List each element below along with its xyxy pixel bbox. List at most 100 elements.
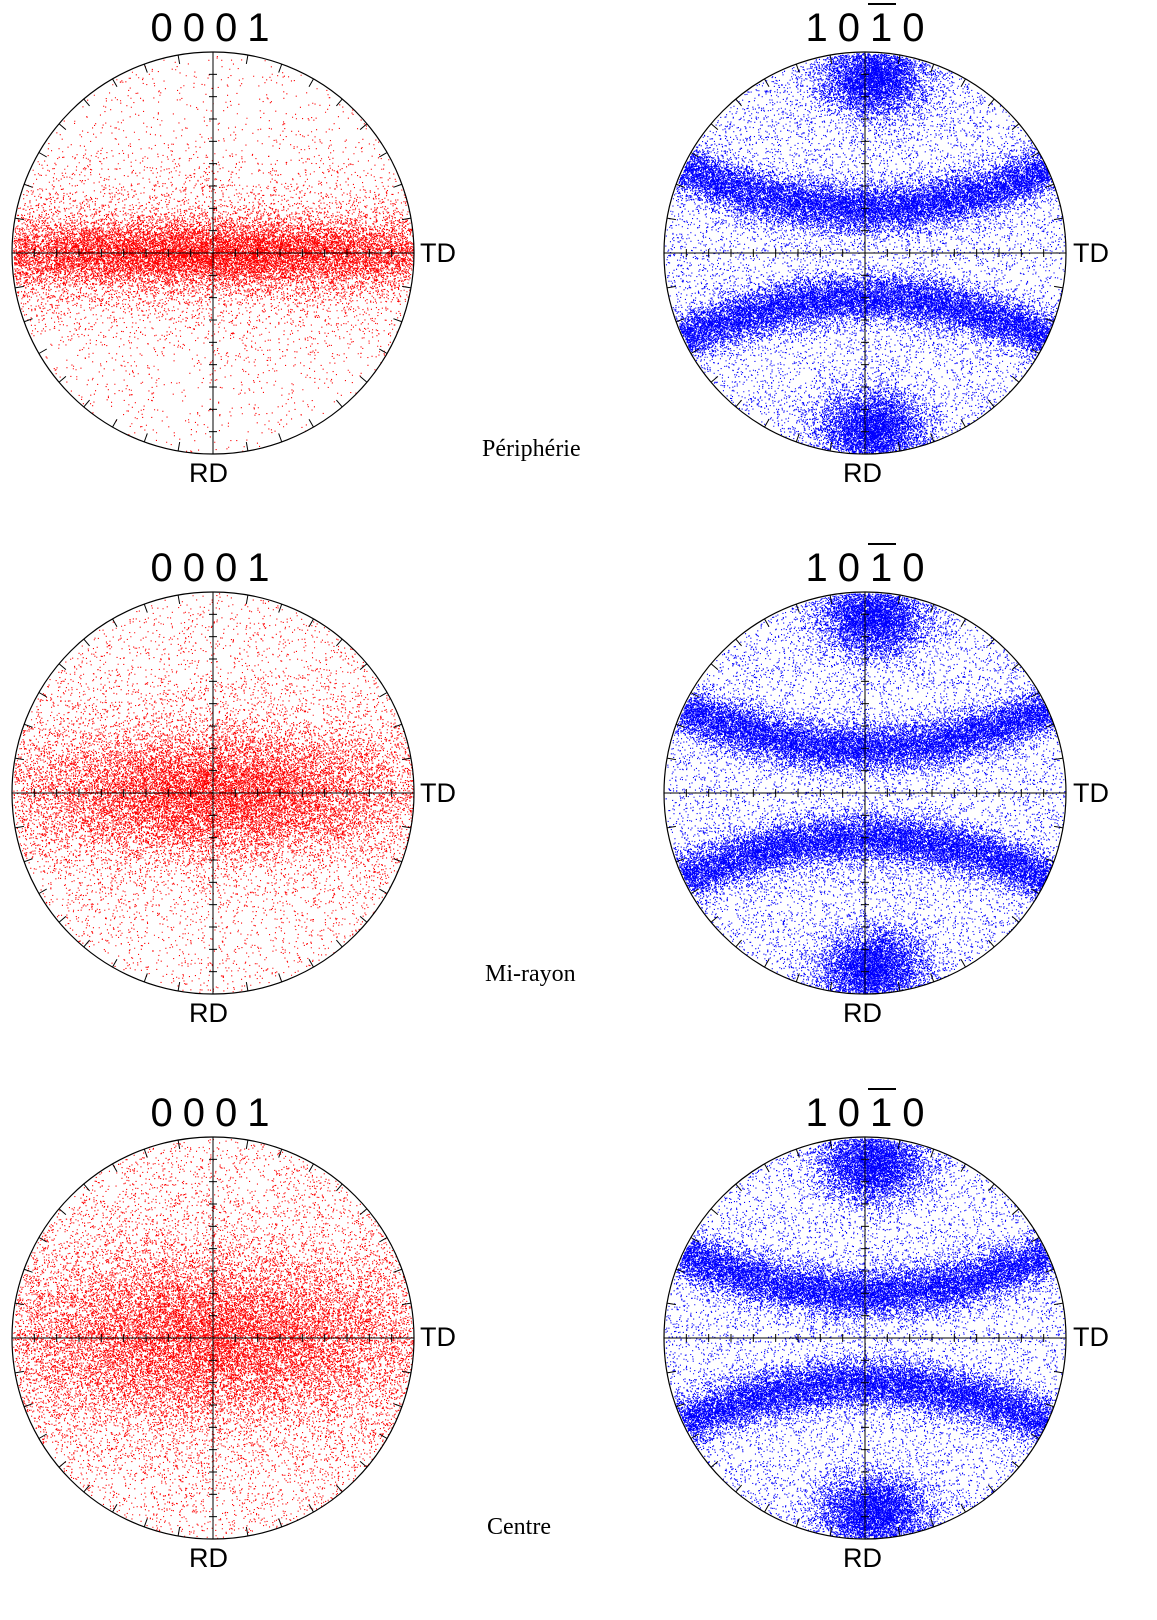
rim-tick	[401, 1302, 412, 1306]
rim-tick	[829, 1139, 833, 1150]
rim-tick	[359, 916, 368, 923]
pole-axes	[664, 52, 1066, 454]
rim-tick	[735, 1183, 742, 1192]
axis-label-td: TD	[420, 1322, 456, 1352]
rim-tick	[58, 123, 67, 130]
rim-tick	[1045, 858, 1055, 863]
rim-tick	[1031, 888, 1040, 894]
rim-tick	[38, 888, 47, 894]
rim-tick	[83, 1484, 90, 1493]
rim-tick	[83, 939, 90, 948]
rim-tick	[897, 54, 901, 65]
rim-tick	[666, 285, 677, 289]
pole-circle	[663, 1136, 1067, 1540]
rim-tick	[401, 217, 412, 221]
title-char: 0	[182, 546, 207, 590]
rim-tick	[1031, 152, 1040, 158]
title-char: 1	[805, 1091, 830, 1135]
pole-axes	[664, 1137, 1066, 1539]
rim-tick	[735, 399, 742, 408]
pole-axes	[12, 592, 414, 994]
rim-tick	[988, 399, 995, 408]
title-char: 0	[150, 1091, 175, 1135]
rim-tick	[666, 1370, 677, 1374]
rim-tick	[988, 638, 995, 647]
rim-tick	[393, 1403, 403, 1408]
rim-tick	[1045, 318, 1055, 323]
rim-tick	[988, 939, 995, 948]
rim-tick	[735, 939, 742, 948]
pole-density-points	[13, 56, 414, 453]
rim-tick	[336, 98, 343, 107]
pole-axes	[12, 1137, 414, 1539]
rim-tick	[666, 1302, 677, 1306]
rim-tick	[690, 692, 699, 698]
pole-density-points	[665, 593, 1066, 994]
rim-tick	[177, 981, 181, 992]
rim-tick	[112, 419, 118, 428]
pole-axes	[12, 52, 414, 454]
rim-tick	[1011, 1461, 1020, 1468]
rim-tick	[278, 433, 283, 443]
pole-circle	[11, 51, 415, 455]
rim-tick	[735, 1484, 742, 1493]
rim-tick	[359, 1461, 368, 1468]
title-char: 0	[215, 546, 240, 590]
rim-tick	[143, 1148, 148, 1158]
rim-tick	[245, 441, 249, 452]
rim-tick	[379, 1237, 388, 1243]
rim-tick	[245, 981, 249, 992]
rim-tick	[710, 916, 719, 923]
rim-tick	[14, 1302, 25, 1306]
rim-tick	[930, 1148, 935, 1158]
title-char: 0	[837, 6, 862, 50]
rim-tick	[829, 54, 833, 65]
rim-tick	[177, 1139, 181, 1150]
rim-tick	[1053, 1302, 1064, 1306]
rim-tick	[690, 348, 699, 354]
rim-tick	[393, 318, 403, 323]
rim-tick	[1053, 825, 1064, 829]
title-char: 0	[215, 1091, 240, 1135]
rim-tick	[38, 152, 47, 158]
rim-tick	[666, 757, 677, 761]
rim-tick	[1031, 1237, 1040, 1243]
rim-tick	[278, 63, 283, 73]
rim-tick	[829, 441, 833, 452]
rim-tick	[988, 98, 995, 107]
rim-tick	[23, 183, 33, 188]
rim-tick	[401, 1370, 412, 1374]
rim-tick	[829, 594, 833, 605]
title-char: 0	[902, 546, 927, 590]
rim-tick	[278, 1518, 283, 1528]
pole-density-points	[665, 53, 1066, 454]
region-label-centre: Centre	[487, 1514, 551, 1540]
title-char: 0	[150, 546, 175, 590]
rim-tick	[23, 1403, 33, 1408]
rim-tick	[14, 217, 25, 221]
title-char: 0	[150, 6, 175, 50]
rim-tick	[379, 888, 388, 894]
rim-tick	[401, 285, 412, 289]
rim-tick	[14, 757, 25, 761]
rim-tick	[960, 959, 966, 968]
rim-tick	[143, 603, 148, 613]
axis-label-rd: RD	[189, 458, 228, 488]
rim-tick	[308, 419, 314, 428]
rim-tick	[83, 98, 90, 107]
pole-circle	[11, 591, 415, 995]
rim-tick	[1031, 692, 1040, 698]
rim-tick	[38, 692, 47, 698]
rim-tick	[278, 603, 283, 613]
rim-tick	[897, 1526, 901, 1537]
pole-figure-0001-mi-rayon	[11, 591, 415, 995]
rim-tick	[764, 618, 770, 627]
rim-tick	[690, 1237, 699, 1243]
rim-tick	[1053, 1370, 1064, 1374]
rim-tick	[112, 78, 118, 87]
rim-tick	[897, 1139, 901, 1150]
rim-tick	[795, 1148, 800, 1158]
pole-density-series	[665, 53, 1066, 454]
